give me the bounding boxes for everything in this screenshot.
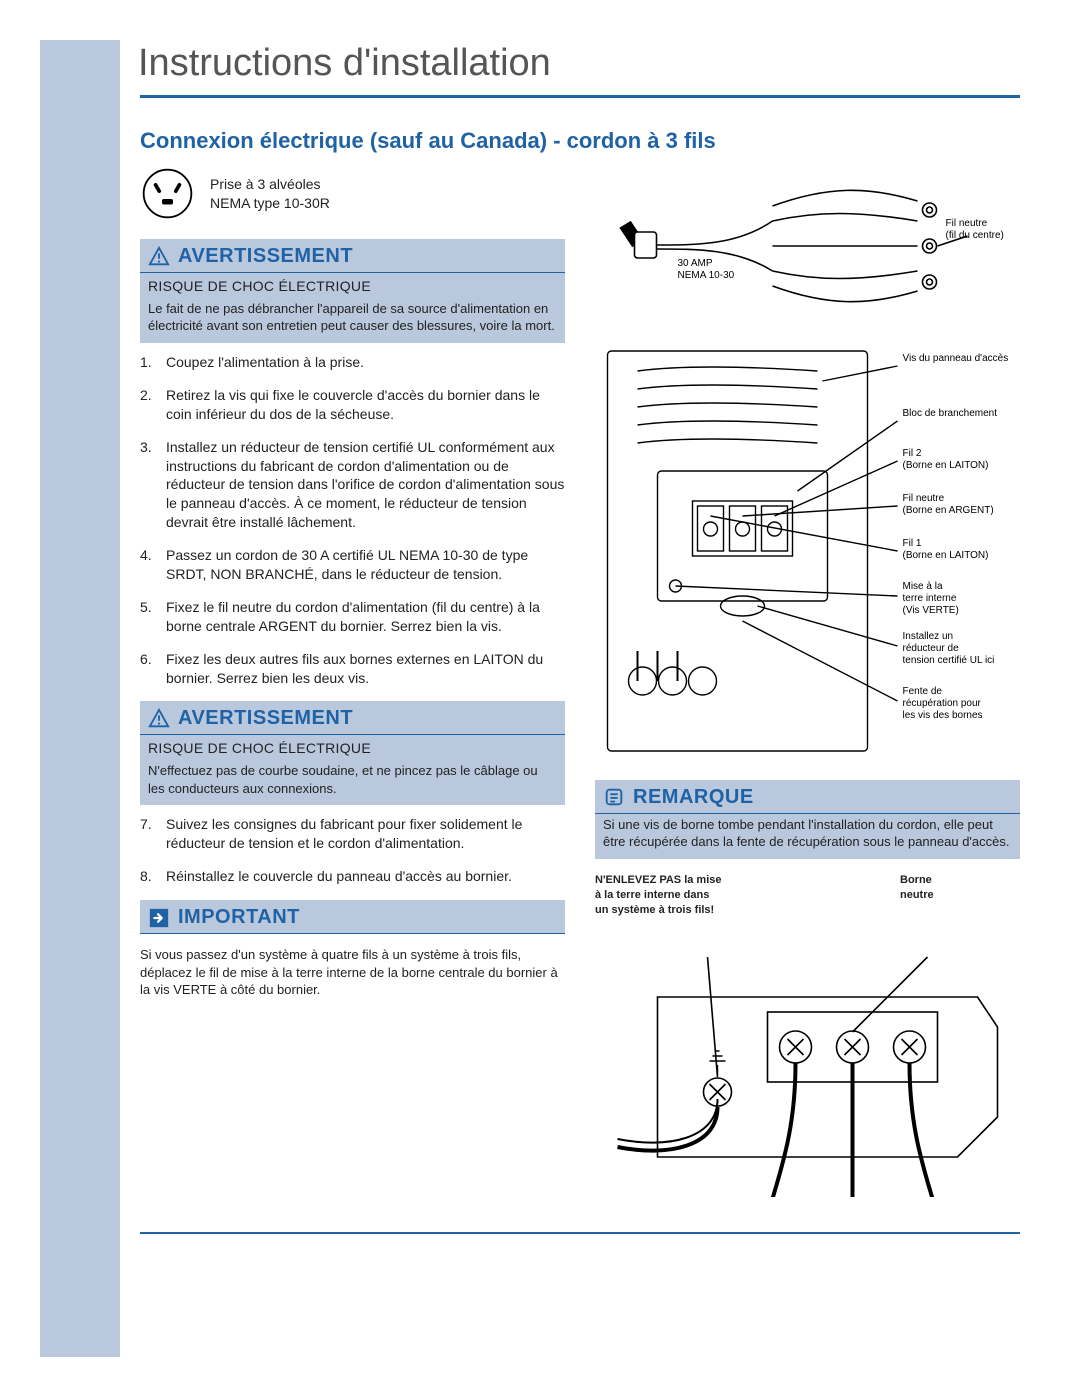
d2-l1: Vis du panneau d'accès [903, 353, 1009, 364]
right-column: 30 AMP NEMA 10-30 Fil neutre (fil du cen… [595, 166, 1020, 1202]
d2-l7c: tension certifié UL ici [903, 655, 995, 666]
plug-line2: NEMA type 10-30R [210, 194, 330, 213]
amp-label-1: 30 AMP [678, 258, 713, 269]
d2-l4b: (Borne en ARGENT) [903, 505, 994, 516]
d2-l6a: Mise à la [903, 581, 943, 592]
d2-l7b: réducteur de [903, 643, 960, 654]
warning-1-head: AVERTISSEMENT [140, 239, 565, 273]
plug-icon [140, 166, 195, 221]
step-7: Suivez les consignes du fabricant pour f… [140, 815, 565, 853]
d2-l8c: les vis des bornes [903, 710, 983, 721]
warning-2: AVERTISSEMENT RISQUE DE CHOC ÉLECTRIQUE … [140, 701, 565, 805]
d3-left-3: un système à trois fils! [595, 903, 870, 918]
d3-left-2: à la terre interne dans [595, 888, 870, 903]
d2-l2: Bloc de branchement [903, 408, 998, 419]
important-box: IMPORTANT [140, 900, 565, 934]
remark-body: Si une vis de borne tombe pendant l'inst… [595, 814, 1020, 859]
warning-2-body: N'effectuez pas de courbe soudaine, et n… [140, 760, 565, 805]
warning-2-head: AVERTISSEMENT [140, 701, 565, 735]
section-title: Connexion électrique (sauf au Canada) - … [140, 128, 1020, 154]
plug-text: Prise à 3 alvéoles NEMA type 10-30R [210, 175, 330, 213]
note-icon [603, 786, 625, 808]
remark-head: REMARQUE [595, 780, 1020, 814]
step-1: Coupez l'alimentation à la prise. [140, 353, 565, 372]
d3-left-1: N'ENLEVEZ PAS la mise [595, 873, 870, 888]
step-2: Retirez la vis qui fixe le couvercle d'a… [140, 386, 565, 424]
warning-1-body: Le fait de ne pas débrancher l'appareil … [140, 298, 565, 343]
cord-diagram: 30 AMP NEMA 10-30 Fil neutre (fil du cen… [595, 166, 1020, 336]
warning-1: AVERTISSEMENT RISQUE DE CHOC ÉLECTRIQUE … [140, 239, 565, 343]
left-column: Prise à 3 alvéoles NEMA type 10-30R AVER… [140, 166, 565, 1202]
d2-l5b: (Borne en LAITON) [903, 550, 989, 561]
d3-left: N'ENLEVEZ PAS la mise à la terre interne… [595, 873, 870, 918]
arrow-right-icon [148, 907, 170, 929]
d2-l8a: Fente de [903, 686, 943, 697]
d3-right-1: Borne [900, 873, 1020, 888]
warning-triangle-icon [148, 246, 170, 268]
remark-box: REMARQUE Si une vis de borne tombe penda… [595, 780, 1020, 859]
back-panel-diagram: Vis du panneau d'accès Bloc de brancheme… [595, 341, 1020, 761]
d2-l6c: (Vis VERTE) [903, 605, 959, 616]
remark-label: REMARQUE [633, 784, 754, 811]
sidebar-band [40, 40, 120, 1357]
page: 12 Instructions d'installation Connexion… [0, 0, 1080, 1274]
footer-rule [140, 1232, 1020, 1234]
page-header: 12 Instructions d'installation [140, 40, 1020, 98]
steps-list-b: Suivez les consignes du fabricant pour f… [140, 815, 565, 886]
diagram3-labels: N'ENLEVEZ PAS la mise à la terre interne… [595, 873, 1020, 918]
warning-2-sub: RISQUE DE CHOC ÉLECTRIQUE [140, 735, 565, 760]
warning-1-sub: RISQUE DE CHOC ÉLECTRIQUE [140, 273, 565, 298]
d3-right-2: neutre [900, 888, 1020, 903]
d2-l6b: terre interne [903, 593, 957, 604]
d2-l3b: (Borne en LAITON) [903, 460, 989, 471]
two-columns: Prise à 3 alvéoles NEMA type 10-30R AVER… [140, 166, 1020, 1202]
d2-l4a: Fil neutre [903, 493, 945, 504]
step-8: Réinstallez le couvercle du panneau d'ac… [140, 867, 565, 886]
neutral-label-2: (fil du centre) [946, 230, 1004, 241]
d2-l7a: Installez un [903, 631, 954, 642]
content-area: 12 Instructions d'installation Connexion… [120, 40, 1020, 1234]
d2-l3a: Fil 2 [903, 448, 922, 459]
d2-l5a: Fil 1 [903, 538, 922, 549]
amp-label-2: NEMA 10-30 [678, 270, 735, 281]
plug-row: Prise à 3 alvéoles NEMA type 10-30R [140, 166, 565, 221]
warning-triangle-icon [148, 708, 170, 730]
d3-right: Borne neutre [900, 873, 1020, 918]
page-title: Instructions d'installation [138, 42, 551, 85]
plug-line1: Prise à 3 alvéoles [210, 175, 330, 194]
important-label: IMPORTANT [178, 904, 300, 931]
step-4: Passez un cordon de 30 A certifié UL NEM… [140, 546, 565, 584]
step-6: Fixez les deux autres fils aux bornes ex… [140, 650, 565, 688]
warning-1-label: AVERTISSEMENT [178, 243, 353, 270]
d2-l8b: récupération pour [903, 698, 982, 709]
important-body: Si vous passez d'un système à quatre fil… [140, 940, 565, 999]
warning-2-label: AVERTISSEMENT [178, 705, 353, 732]
neutral-label-1: Fil neutre [946, 218, 988, 229]
steps-list-a: Coupez l'alimentation à la prise. Retire… [140, 353, 565, 687]
step-3: Installez un réducteur de tension certif… [140, 438, 565, 532]
important-head: IMPORTANT [140, 900, 565, 934]
terminal-closeup-diagram [595, 917, 1020, 1197]
step-5: Fixez le fil neutre du cordon d'alimenta… [140, 598, 565, 636]
